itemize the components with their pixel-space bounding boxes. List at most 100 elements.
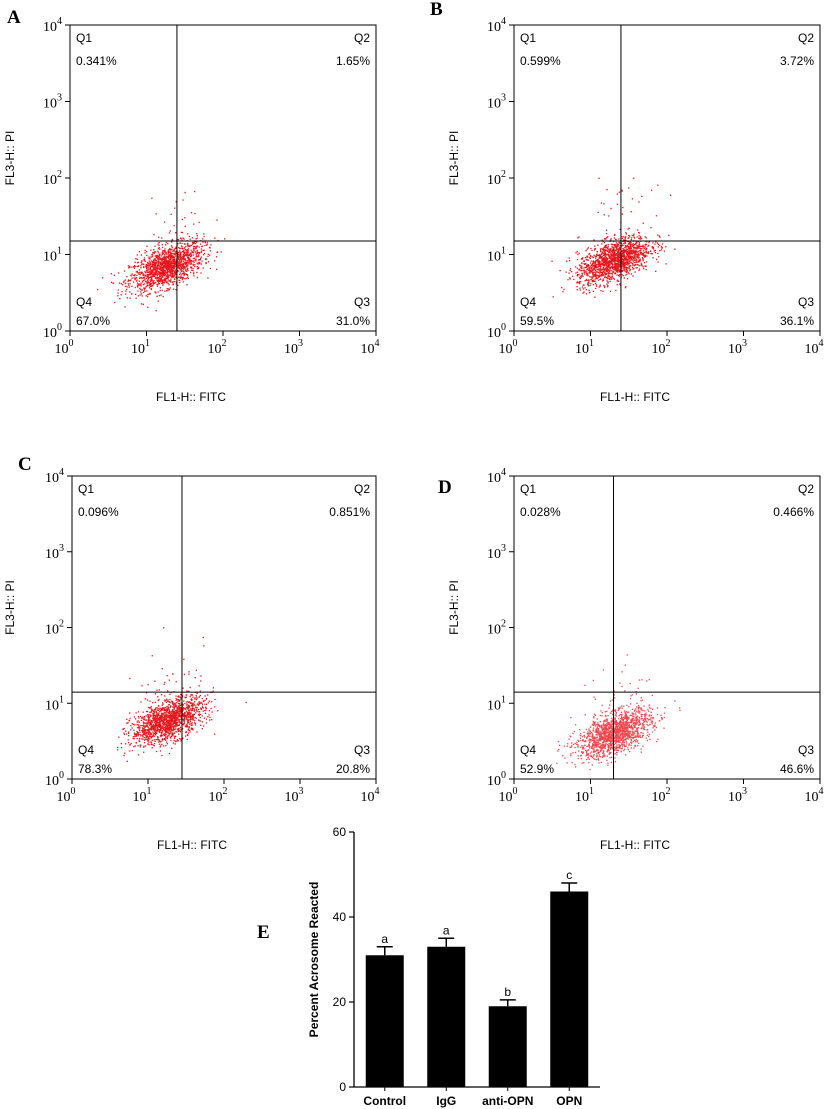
event-point <box>161 259 164 261</box>
event-point <box>172 717 174 719</box>
event-point <box>592 273 594 275</box>
event-point <box>607 248 609 250</box>
event-point <box>172 281 174 283</box>
event-point <box>160 716 162 719</box>
event-point <box>663 250 665 252</box>
event-point <box>183 247 185 249</box>
event-point <box>147 280 149 282</box>
event-point <box>611 246 613 248</box>
event-point <box>624 267 626 269</box>
event-point <box>166 262 168 264</box>
event-point <box>627 240 630 243</box>
event-point <box>174 253 176 255</box>
event-point <box>153 722 156 724</box>
event-point <box>188 262 190 264</box>
event-point <box>170 716 173 718</box>
event-point <box>581 274 583 276</box>
event-point <box>606 278 608 280</box>
event-point <box>186 255 188 257</box>
event-point <box>149 267 151 269</box>
event-point <box>166 709 168 712</box>
event-point <box>608 260 610 262</box>
event-point <box>634 250 637 252</box>
event-point <box>177 257 179 259</box>
event-point <box>175 201 177 203</box>
event-point <box>172 702 174 704</box>
event-point <box>187 257 189 259</box>
event-point <box>192 263 194 266</box>
event-point <box>190 702 192 704</box>
event-point <box>152 728 155 730</box>
event-point <box>185 252 188 254</box>
event-point <box>189 709 191 711</box>
event-point <box>155 722 158 724</box>
event-point <box>603 260 605 262</box>
event-point <box>161 266 164 268</box>
event-point <box>154 265 157 267</box>
event-point <box>595 284 597 286</box>
event-point <box>665 246 667 248</box>
event-point <box>627 260 629 262</box>
event-point <box>162 284 164 286</box>
event-point <box>612 271 614 273</box>
event-point <box>183 262 185 264</box>
event-point <box>173 261 175 263</box>
event-point <box>142 273 144 276</box>
event-point <box>168 701 171 703</box>
event-point <box>170 730 172 732</box>
event-point <box>133 266 135 268</box>
event-point <box>171 729 173 731</box>
event-point <box>155 731 157 734</box>
event-point <box>597 254 600 257</box>
event-point <box>190 715 192 717</box>
event-point <box>189 256 192 258</box>
event-point <box>137 720 139 722</box>
event-point <box>628 268 631 270</box>
event-point <box>155 256 157 259</box>
event-point <box>188 704 190 707</box>
event-point <box>198 259 201 261</box>
event-point <box>130 743 132 745</box>
event-point <box>179 699 182 701</box>
event-point <box>614 262 616 264</box>
event-point <box>180 710 182 712</box>
event-point <box>180 710 182 713</box>
event-point <box>604 263 606 265</box>
event-point <box>578 252 580 254</box>
event-point <box>200 713 202 716</box>
event-point <box>177 243 179 245</box>
event-point <box>647 251 650 253</box>
event-point <box>609 260 611 263</box>
event-point <box>161 725 163 727</box>
event-point <box>636 722 639 724</box>
event-point <box>162 252 164 254</box>
event-point <box>642 252 644 255</box>
event-point <box>598 275 600 277</box>
event-point <box>166 675 168 677</box>
event-point <box>641 257 644 259</box>
event-point <box>583 284 585 286</box>
event-point <box>601 260 603 262</box>
event-point <box>189 258 191 260</box>
event-point <box>192 727 194 730</box>
event-point <box>624 242 626 245</box>
event-point <box>635 710 637 712</box>
event-point <box>143 283 145 285</box>
event-point <box>183 673 186 676</box>
event-point <box>161 739 163 741</box>
event-point <box>612 709 614 711</box>
event-point <box>620 265 623 267</box>
event-point <box>592 751 595 753</box>
event-point <box>581 267 583 270</box>
event-point <box>631 249 633 252</box>
event-point <box>200 256 202 258</box>
event-point <box>601 275 603 277</box>
event-point <box>169 254 171 256</box>
event-point <box>191 260 193 263</box>
event-point <box>650 252 652 255</box>
event-point <box>637 247 639 250</box>
event-point <box>175 699 177 701</box>
event-point <box>167 708 169 710</box>
event-point <box>192 270 194 272</box>
event-point <box>170 732 172 734</box>
